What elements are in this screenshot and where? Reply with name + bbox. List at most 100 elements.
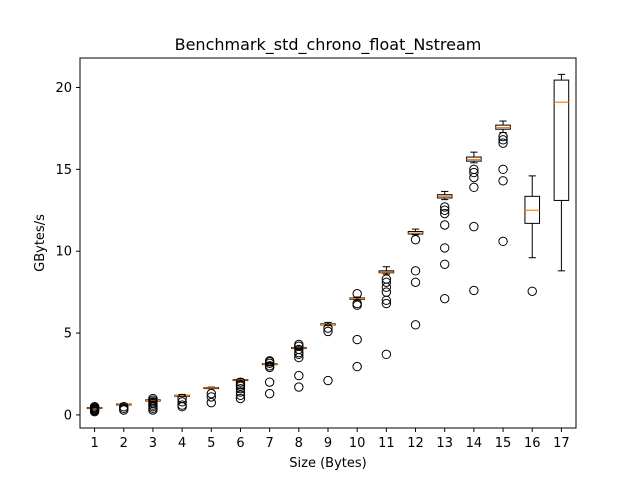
x-tick-label: 6 — [236, 436, 244, 451]
x-tick-label: 4 — [178, 436, 186, 451]
x-tick-label: 12 — [407, 436, 424, 451]
outlier-point — [264, 361, 275, 371]
outlier-point — [381, 298, 392, 309]
x-tick-label: 14 — [466, 436, 483, 451]
x-tick-label: 10 — [349, 436, 366, 451]
outlier-point — [323, 323, 333, 333]
x-tick-label: 1 — [90, 436, 98, 451]
box-group-17 — [553, 73, 570, 272]
y-tick-label: 15 — [55, 163, 72, 178]
x-tick-label: 15 — [495, 436, 512, 451]
outlier-point — [381, 287, 392, 297]
outlier-point — [498, 164, 508, 175]
outlier-point — [498, 135, 508, 145]
outlier-point — [440, 202, 450, 212]
outlier-point — [440, 259, 450, 269]
outlier-point — [498, 131, 508, 142]
outlier-point — [352, 361, 362, 372]
x-tick-label: 7 — [266, 436, 274, 451]
outlier-point — [381, 274, 392, 284]
outlier-point — [294, 339, 304, 350]
chart-title: Benchmark_std_chrono_float_Nstream — [175, 35, 482, 55]
box-group-12 — [407, 228, 424, 330]
outlier-point — [235, 377, 246, 387]
x-tick-label: 13 — [436, 436, 453, 451]
outlier-point — [440, 208, 450, 219]
outlier-point — [410, 235, 421, 245]
outlier-point — [440, 220, 450, 230]
outlier-point — [206, 388, 216, 399]
box-iqr — [553, 79, 570, 201]
outlier-point — [469, 172, 479, 183]
outlier-point — [148, 393, 158, 404]
box-group-6 — [232, 377, 249, 404]
box-group-2 — [115, 402, 132, 415]
outlier-point — [264, 356, 275, 366]
outlier-point — [410, 320, 421, 330]
y-tick-label: 5 — [64, 327, 72, 342]
outlier-point — [410, 277, 421, 287]
outlier-point — [498, 236, 508, 247]
x-tick-label: 3 — [149, 436, 157, 451]
x-tick-label: 11 — [378, 436, 395, 451]
outlier-point — [440, 243, 450, 253]
box-group-5 — [203, 386, 220, 408]
outlier-point — [235, 384, 246, 394]
outlier-point — [294, 382, 304, 392]
outlier-point — [381, 349, 392, 360]
outlier-point — [498, 176, 508, 186]
box-group-16 — [524, 175, 541, 296]
box-group-4 — [174, 393, 190, 412]
outlier-point — [498, 138, 508, 148]
outlier-point — [469, 285, 479, 296]
box-group-10 — [349, 289, 365, 372]
outlier-point — [469, 182, 479, 193]
box-group-3 — [145, 393, 161, 415]
outlier-point — [177, 393, 187, 404]
x-tick-label: 2 — [120, 436, 128, 451]
outlier-point — [323, 326, 333, 337]
box-group-1 — [86, 402, 103, 417]
outlier-point — [235, 387, 246, 397]
outlier-point — [119, 402, 129, 412]
box-group-9 — [320, 321, 336, 386]
outlier-point — [235, 390, 246, 400]
outlier-point — [177, 397, 187, 407]
outlier-point — [206, 392, 216, 402]
y-tick-label: 20 — [55, 81, 72, 96]
x-tick-label: 5 — [207, 436, 215, 451]
x-tick-label: 9 — [324, 436, 332, 451]
outlier-point — [89, 402, 100, 412]
outlier-point — [381, 277, 392, 287]
box-group-13 — [436, 190, 453, 304]
outlier-point — [352, 334, 362, 345]
outlier-point — [235, 379, 246, 390]
box-group-14 — [466, 151, 482, 296]
plot-frame — [79, 57, 577, 429]
box-group-8 — [291, 339, 307, 392]
outlier-point — [527, 286, 537, 296]
box-group-11 — [378, 266, 395, 360]
outlier-point — [410, 266, 421, 276]
outlier-point — [440, 205, 450, 215]
outlier-point — [294, 344, 304, 355]
outlier-point — [264, 377, 275, 387]
outlier-point — [206, 397, 216, 408]
x-tick-label: 17 — [553, 436, 570, 451]
outlier-point — [469, 221, 479, 232]
outlier-point — [352, 289, 362, 299]
x-tick-label: 16 — [524, 436, 541, 451]
outlier-point — [323, 375, 333, 386]
box-group-7 — [261, 356, 278, 399]
outlier-point — [294, 370, 304, 381]
y-tick-label: 0 — [64, 408, 72, 423]
box-group-15 — [495, 120, 511, 247]
outlier-point — [440, 293, 450, 304]
y-tick-label: 10 — [55, 245, 72, 260]
outlier-point — [469, 167, 479, 178]
x-axis-label: Size (Bytes) — [289, 456, 366, 471]
outlier-point — [177, 400, 187, 410]
outlier-point — [352, 298, 362, 309]
